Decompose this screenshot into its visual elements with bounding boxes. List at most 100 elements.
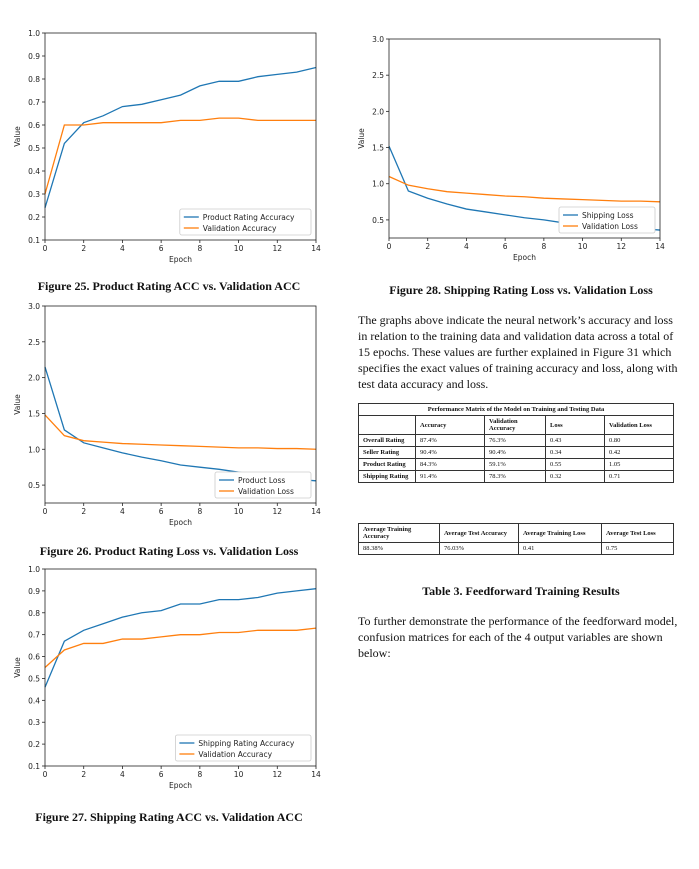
table-header: Average Training Accuracy: [358, 523, 440, 543]
y-tick-label: 2.0: [372, 107, 384, 116]
x-tick-label: 14: [311, 770, 321, 779]
x-tick-label: 0: [43, 244, 48, 253]
y-tick-label: 0.3: [28, 718, 40, 727]
legend-box: [214, 471, 312, 499]
x-tick-label: 14: [655, 242, 665, 251]
chart-figure-28: 0.5 1.0 1.5 2.0 2.5 3.0 0 2 4 6 8 10 12 14 Epoch Value S…: [357, 35, 665, 262]
y-axis-label: Value: [13, 394, 22, 415]
table-cell: Seller Rating: [358, 446, 416, 459]
y-tick-label: 1.0: [28, 445, 40, 454]
x-tick-label: 10: [234, 244, 244, 253]
y-tick-label: 1.5: [28, 409, 40, 418]
x-tick-label: 12: [617, 242, 627, 251]
y-tick-label: 0.5: [28, 481, 40, 490]
table-header: Average Test Loss: [601, 523, 674, 543]
x-tick-label: 2: [81, 244, 86, 253]
table-cell: 0.43: [545, 434, 605, 447]
y-tick-label: 0.5: [28, 674, 40, 683]
table-cell: 84.3%: [415, 458, 485, 471]
table-3-caption: Table 3. Feedforward Training Results: [422, 584, 620, 598]
x-axis-label: Epoch: [169, 781, 192, 790]
legend-label: Shipping Rating Accuracy: [198, 739, 294, 748]
x-tick-label: 2: [81, 770, 86, 779]
y-tick-label: 0.6: [28, 121, 40, 130]
x-tick-label: 8: [197, 507, 202, 516]
y-axis-label: Value: [13, 126, 22, 147]
y-tick-label: 0.6: [28, 653, 40, 662]
table-header: Accuracy: [415, 415, 485, 435]
y-tick-label: 1.5: [372, 144, 384, 153]
table-cell: 0.80: [604, 434, 674, 447]
body-paragraph-2: To further demonstrate the performance o…: [358, 614, 678, 660]
x-tick-label: 8: [197, 244, 202, 253]
table-cell: 0.75: [601, 542, 674, 555]
plot-frame: [44, 305, 317, 504]
x-axis-label: Epoch: [513, 253, 536, 262]
plot-frame: [388, 38, 661, 239]
x-tick-label: 12: [273, 507, 283, 516]
table-cell: 90.4%: [415, 446, 485, 459]
x-tick-label: 4: [464, 242, 469, 251]
table-cell: 0.34: [545, 446, 605, 459]
x-tick-label: 0: [387, 242, 392, 251]
averages-table: Average Training Accuracy Average Test A…: [358, 523, 674, 555]
plot-frame: [44, 32, 317, 241]
y-tick-label: 0.7: [28, 98, 40, 107]
y-tick-label: 1.0: [28, 565, 40, 574]
series-line: [44, 66, 317, 208]
table-cell: 90.4%: [484, 446, 546, 459]
x-tick-label: 10: [234, 770, 244, 779]
table-row: Seller Rating 90.4% 90.4% 0.34 0.42: [358, 446, 674, 459]
table-cell: 78.3%: [484, 470, 546, 483]
y-tick-label: 0.7: [28, 631, 40, 640]
performance-matrix-table: Performance Matrix of the Model on Train…: [358, 403, 674, 483]
table-cell: 1.05: [604, 458, 674, 471]
series-line: [44, 366, 317, 482]
x-tick-label: 14: [311, 244, 321, 253]
y-tick-label: 3.0: [372, 35, 384, 44]
y-tick-label: 2.5: [372, 71, 384, 80]
series-line: [44, 588, 317, 688]
table-cell: Product Rating: [358, 458, 416, 471]
figure-26-caption: Figure 26. Product Rating Loss vs. Valid…: [39, 544, 299, 558]
y-tick-label: 0.2: [28, 740, 40, 749]
series-line: [44, 414, 317, 450]
y-tick-label: 0.1: [28, 762, 40, 771]
legend-label: Validation Accuracy: [198, 750, 272, 759]
figure-25-caption: Figure 25. Product Rating ACC vs. Valida…: [37, 279, 301, 293]
y-tick-label: 0.8: [28, 75, 40, 84]
legend-label: Validation Loss: [238, 487, 294, 496]
legend-label: Product Rating Accuracy: [203, 213, 295, 222]
y-tick-label: 1.0: [28, 29, 40, 38]
x-tick-label: 6: [159, 244, 164, 253]
figure-27-caption: Figure 27. Shipping Rating ACC vs. Valid…: [35, 810, 303, 824]
table-title: Performance Matrix of the Model on Train…: [358, 403, 674, 416]
x-tick-label: 2: [425, 242, 430, 251]
legend-label: Product Loss: [238, 476, 285, 485]
body-paragraph-1: The graphs above indicate the neural net…: [358, 313, 678, 391]
y-axis-label: Value: [13, 657, 22, 678]
table-header: Average Training Loss: [518, 523, 602, 543]
table-cell: 0.41: [518, 542, 602, 555]
table-cell: 0.55: [545, 458, 605, 471]
chart-figure-27: 0.1 0.2 0.3 0.4 0.5 0.6 0.7 0.8 0.9 1.0 0 2 4 6 8 10 12 1…: [13, 565, 321, 790]
x-tick-label: 2: [81, 507, 86, 516]
x-tick-label: 0: [43, 770, 48, 779]
figure-28-caption: Figure 28. Shipping Rating Loss vs. Vali…: [389, 283, 653, 297]
y-tick-label: 0.3: [28, 190, 40, 199]
table-cell: 0.42: [604, 446, 674, 459]
table-header: Average Test Accuracy: [439, 523, 519, 543]
table-cell: 88.38%: [358, 542, 440, 555]
x-axis-label: Epoch: [169, 255, 192, 264]
table-cell: 87.4%: [415, 434, 485, 447]
series-line: [388, 175, 661, 203]
legend-label: Validation Accuracy: [203, 224, 277, 233]
y-tick-label: 2.0: [28, 374, 40, 383]
y-tick-label: 0.8: [28, 609, 40, 618]
y-tick-label: 0.5: [372, 216, 384, 225]
x-tick-label: 12: [273, 770, 283, 779]
legend-box: [558, 206, 656, 234]
table-cell: Shipping Rating: [358, 470, 416, 483]
table-cell: 91.4%: [415, 470, 485, 483]
table-cell: 0.32: [545, 470, 605, 483]
